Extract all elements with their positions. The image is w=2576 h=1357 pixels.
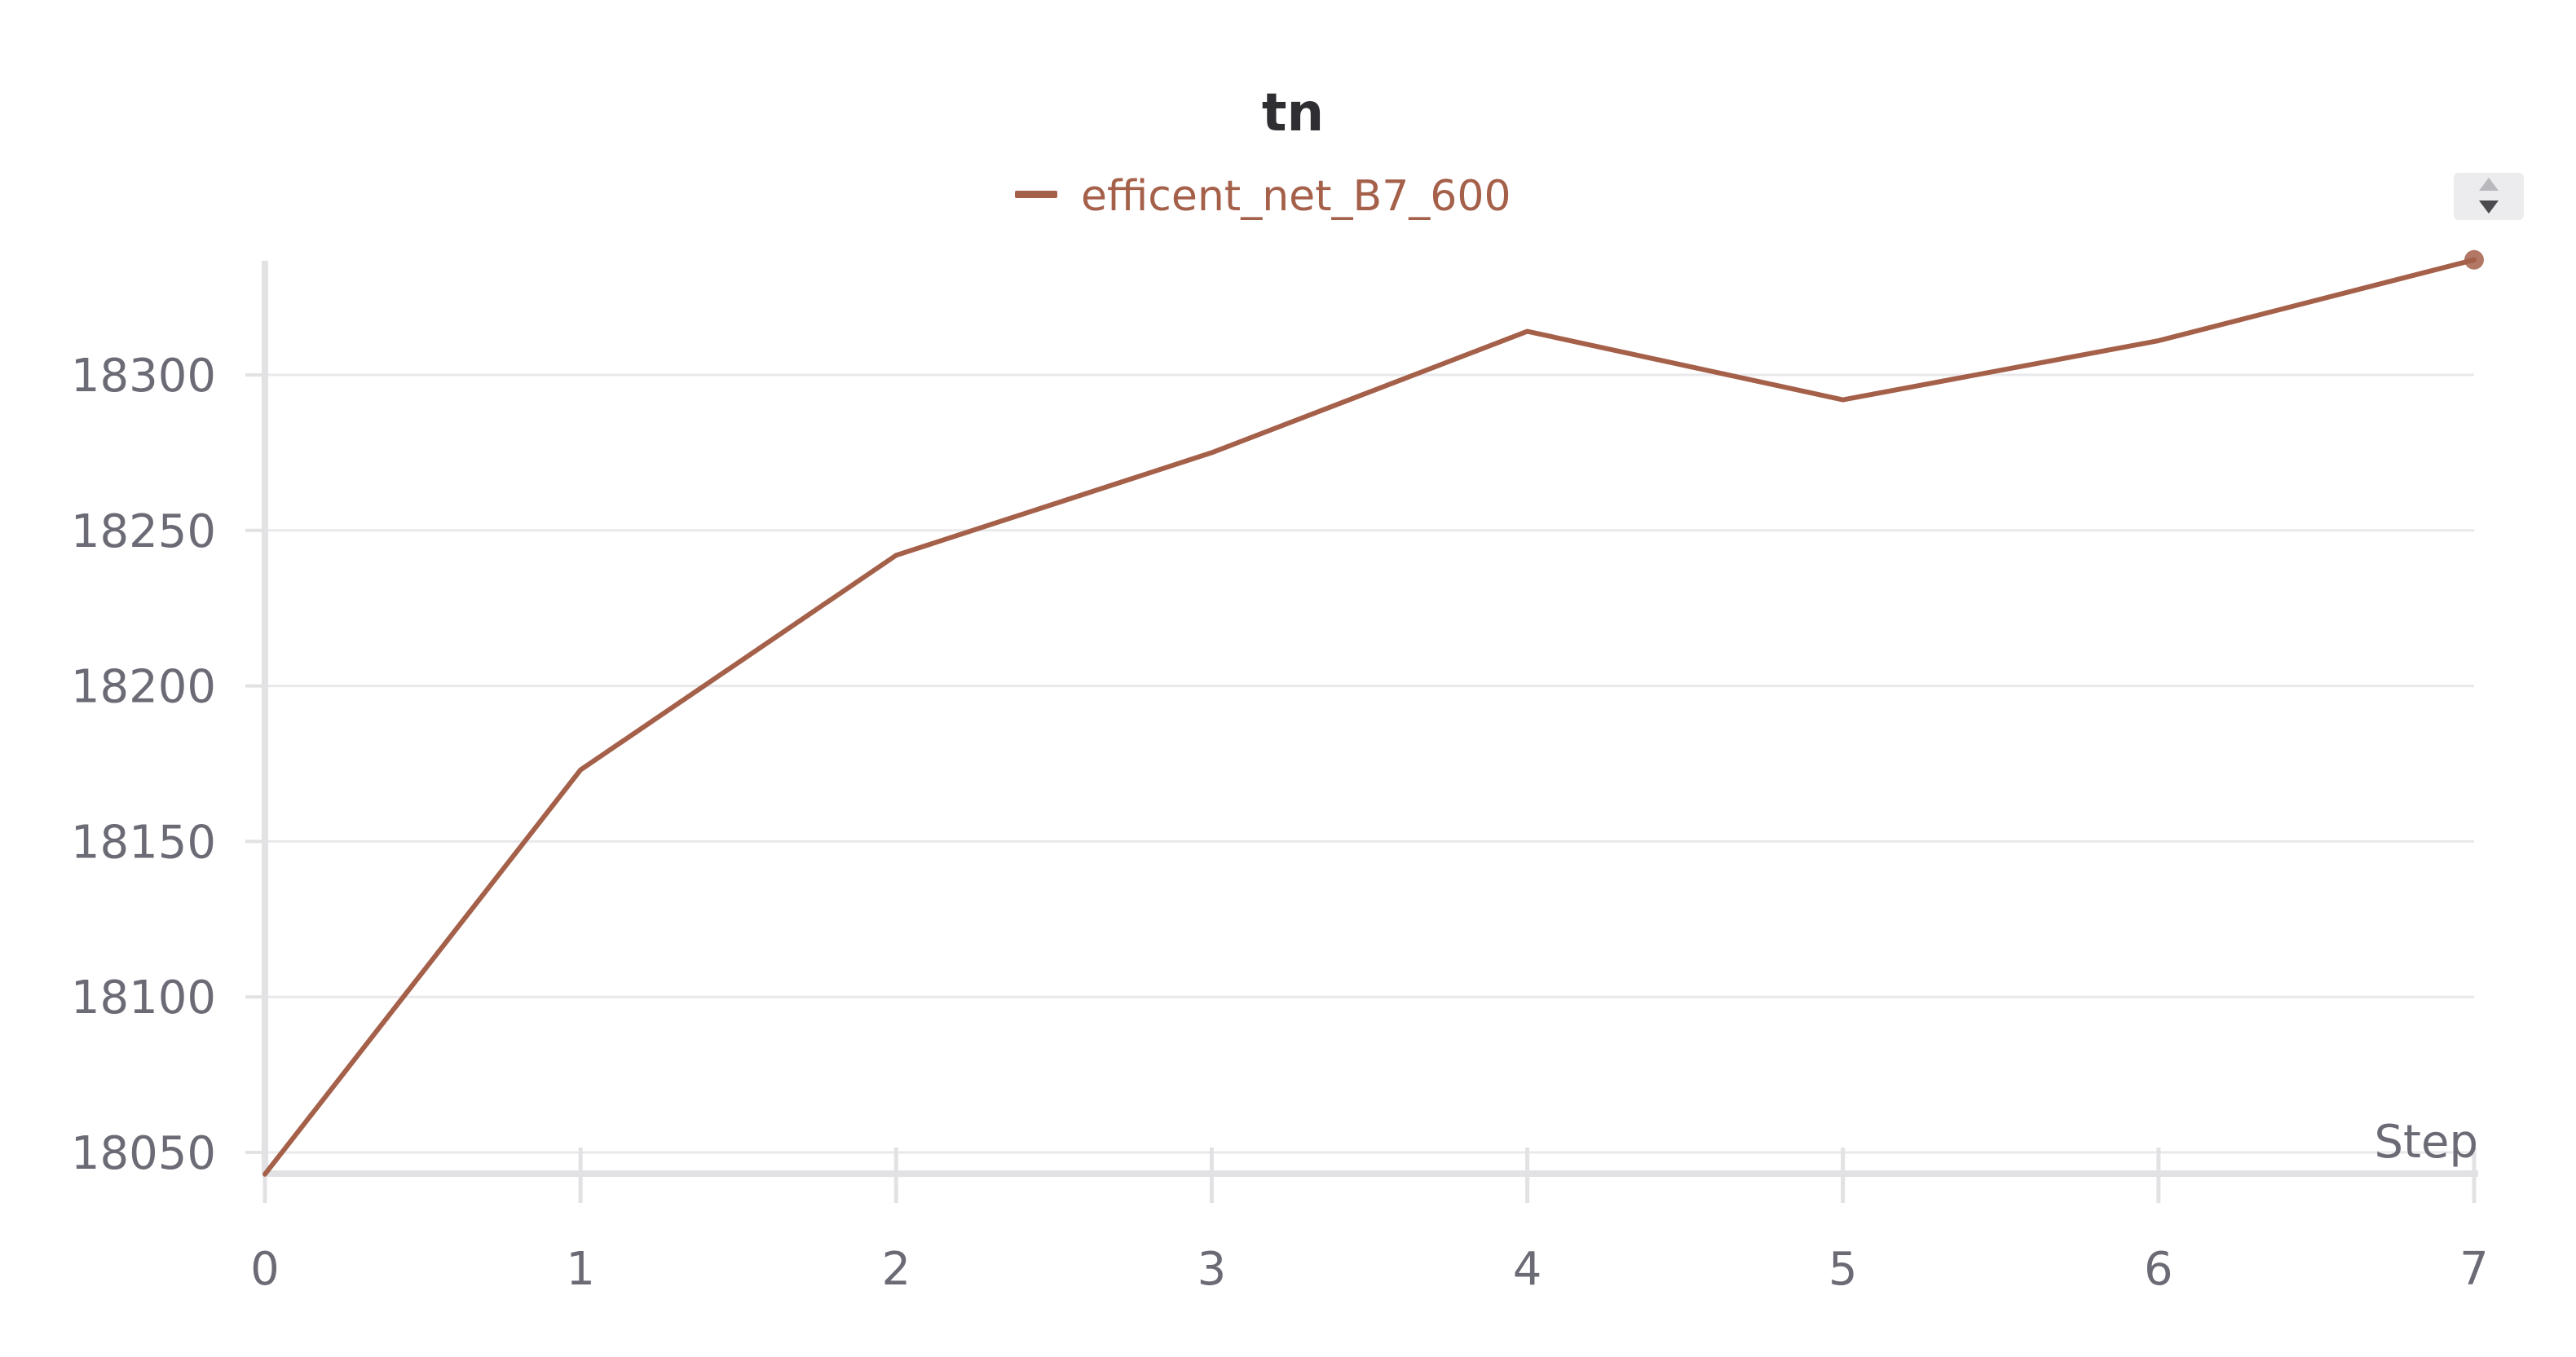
- series-layer: [262, 249, 2484, 1177]
- x-axis-label: Step: [2374, 1116, 2478, 1169]
- legend-scroll-button[interactable]: [2454, 173, 2524, 220]
- series-line: [262, 257, 2477, 1177]
- y-tick-label: 18250: [71, 505, 216, 558]
- arrow-down-icon: [2479, 200, 2499, 214]
- x-tick-label: 6: [2144, 1243, 2173, 1296]
- x-tick-label: 7: [2459, 1243, 2489, 1296]
- chart-title: tn: [1262, 83, 1324, 143]
- x-tick-label: 4: [1513, 1243, 1542, 1296]
- x-tick-label: 0: [250, 1243, 280, 1296]
- legend-swatch: [1015, 191, 1057, 198]
- up-down-arrows-icon: [2479, 178, 2499, 214]
- x-axis-ticks: 0 1 2 3 4 5 6 7: [250, 1148, 2489, 1296]
- y-tick-label: 18100: [71, 971, 216, 1024]
- x-tick-label: 5: [1828, 1243, 1858, 1296]
- x-tick-label: 3: [1198, 1243, 1227, 1296]
- y-tick-label: 18050: [71, 1127, 216, 1180]
- arrow-up-icon: [2479, 178, 2499, 191]
- legend: efficent_net_B7_600: [1015, 172, 1511, 221]
- x-tick-label: 2: [881, 1243, 911, 1296]
- y-tick-label: 18150: [71, 816, 216, 869]
- y-axis-ticks: 18050 18100 18150 18200 18250 18300: [71, 350, 265, 1180]
- grid-lines: [265, 373, 2474, 1154]
- y-tick-label: 18200: [71, 661, 216, 714]
- legend-scroll-bg: [2454, 173, 2524, 220]
- legend-label: efficent_net_B7_600: [1081, 172, 1511, 221]
- axes: [262, 261, 2478, 1177]
- y-tick-label: 18300: [71, 350, 216, 403]
- x-tick-label: 1: [566, 1243, 595, 1296]
- data-point: [2464, 249, 2484, 270]
